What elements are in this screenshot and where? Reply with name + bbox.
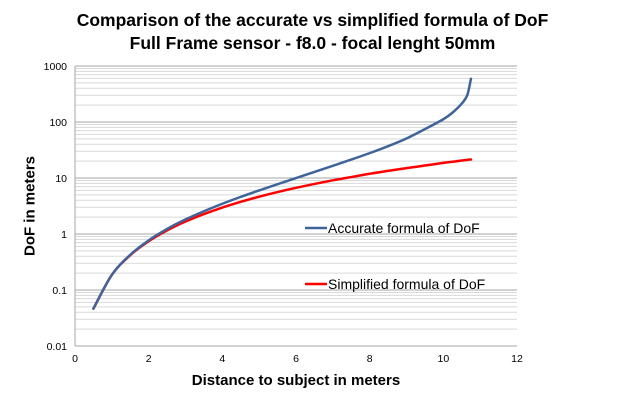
legend: Accurate formula of DoF Simplified formu… (305, 220, 485, 292)
y-tick-label: 100 (49, 117, 67, 129)
y-tick-label: 0.01 (47, 341, 68, 353)
data-series (92, 77, 473, 310)
x-tick-label: 4 (219, 353, 225, 365)
gridlines (75, 65, 517, 330)
x-tick-label: 8 (367, 353, 373, 365)
chart-subtitle: Full Frame sensor - f8.0 - focal lenght … (129, 33, 496, 53)
x-tick-label: 0 (72, 353, 78, 365)
axes (74, 66, 517, 347)
x-tick-label: 12 (511, 353, 523, 365)
x-tick-labels: 0 2 4 6 8 10 12 (72, 353, 523, 365)
x-tick-label: 6 (293, 353, 299, 365)
x-tick-label: 2 (146, 353, 152, 365)
y-tick-label: 1000 (44, 61, 68, 73)
y-tick-labels: 0.01 0.1 1 10 100 1000 (44, 61, 68, 353)
x-axis-label: Distance to subject in meters (191, 372, 401, 389)
legend-label-simplified: Simplified formula of DoF (328, 276, 485, 292)
chart-title: Comparison of the accurate vs simplified… (76, 10, 549, 30)
y-tick-label: 10 (55, 173, 67, 185)
series-line-accurate (92, 77, 473, 310)
y-tick-label: 1 (61, 229, 67, 241)
y-tick-label: 0.1 (52, 285, 67, 297)
x-tick-label: 10 (437, 353, 449, 365)
legend-label-accurate: Accurate formula of DoF (328, 220, 480, 236)
